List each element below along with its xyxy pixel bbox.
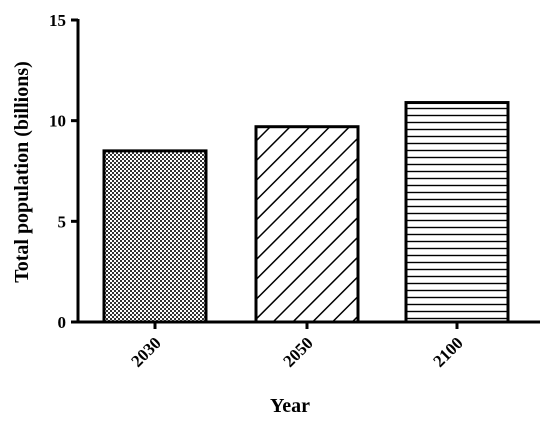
bar-2100 [404,101,510,324]
y-tick-label: 0 [58,313,67,332]
bar-2050 [254,125,360,324]
x-ticks-group: 2030 2050 2100 [127,322,467,371]
y-tick-label: 15 [49,11,66,30]
bar-2030 [102,149,208,324]
y-axis-title: Total population (billions) [11,61,33,283]
y-ticks-group: 0 5 10 15 [49,11,78,332]
x-tick-label: 2030 [127,333,164,370]
x-tick-label: 2050 [279,333,316,370]
y-tick-label: 10 [49,112,66,131]
y-tick-label: 5 [58,212,67,231]
bars-group [102,101,510,324]
x-tick-label: 2100 [429,333,466,370]
x-axis-title: Year [270,395,310,417]
